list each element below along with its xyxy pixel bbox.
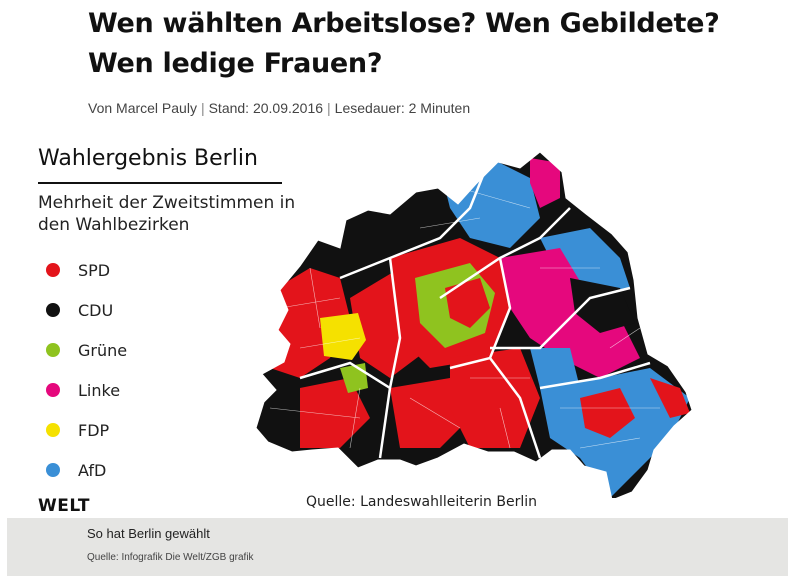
afd-region [530, 348, 580, 388]
legend-label: SPD [78, 260, 111, 280]
legend-label: Linke [78, 380, 121, 400]
graphic-title: Wahlergebnis Berlin [38, 146, 258, 171]
party-legend: SPD CDU Grüne Linke FDP AfD [46, 250, 127, 490]
byline-author: Von Marcel Pauly [88, 100, 197, 116]
image-credit: Quelle: Infografik Die Welt/ZGB grafik [87, 552, 254, 563]
fdp-region [320, 313, 366, 360]
legend-item-gruene: Grüne [46, 330, 127, 370]
berlin-outline [255, 151, 693, 498]
article-headline: Wen wählten Arbeitslose? Wen Gebildete? … [88, 8, 720, 79]
precinct-borders [269, 187, 660, 449]
spd-region [450, 348, 540, 448]
spd-region [650, 378, 690, 418]
legend-label: CDU [78, 300, 114, 320]
caption-box: So hat Berlin gewählt Quelle: Infografik… [7, 518, 788, 576]
legend-dot-afd [46, 463, 60, 477]
byline: Von Marcel Pauly | Stand: 20.09.2016 | Lesed… [88, 100, 470, 116]
graphic-subtitle: Mehrheit der Zweitstimmen in den Wahlbez… [38, 193, 296, 235]
legend-item-spd: SPD [46, 250, 127, 290]
welt-logo: WELT [38, 496, 90, 516]
legend-label: Grüne [78, 340, 128, 360]
byline-date: Stand: 20.09.2016 [208, 100, 324, 116]
legend-dot-gruene [46, 343, 60, 357]
linke-region [530, 158, 560, 208]
legend-label: FDP [78, 420, 110, 440]
image-caption: So hat Berlin gewählt [87, 526, 210, 541]
legend-dot-linke [46, 383, 60, 397]
byline-reading-time: Lesedauer: 2 Minuten [334, 100, 471, 116]
legend-dot-fdp [46, 423, 60, 437]
linke-region [500, 248, 640, 378]
map-regions [256, 152, 692, 498]
byline-separator: | [327, 100, 331, 116]
legend-item-fdp: FDP [46, 410, 127, 450]
legend-label: AfD [78, 460, 107, 480]
legend-item-cdu: CDU [46, 290, 127, 330]
spd-region [300, 378, 370, 448]
afd-region [540, 228, 630, 298]
byline-separator: | [200, 100, 205, 116]
legend-item-afd: AfD [46, 450, 127, 490]
title-rule [38, 182, 282, 184]
spd-region [580, 388, 635, 438]
legend-item-linke: Linke [46, 370, 127, 410]
berlin-district-map [255, 151, 693, 498]
legend-dot-cdu [46, 303, 60, 317]
spd-region [445, 278, 490, 328]
legend-dot-spd [46, 263, 60, 277]
election-map-graphic: Wahlergebnis Berlin Mehrheit der Zweitst… [0, 128, 795, 518]
map-source: Quelle: Landeswahlleiterin Berlin [306, 494, 537, 510]
